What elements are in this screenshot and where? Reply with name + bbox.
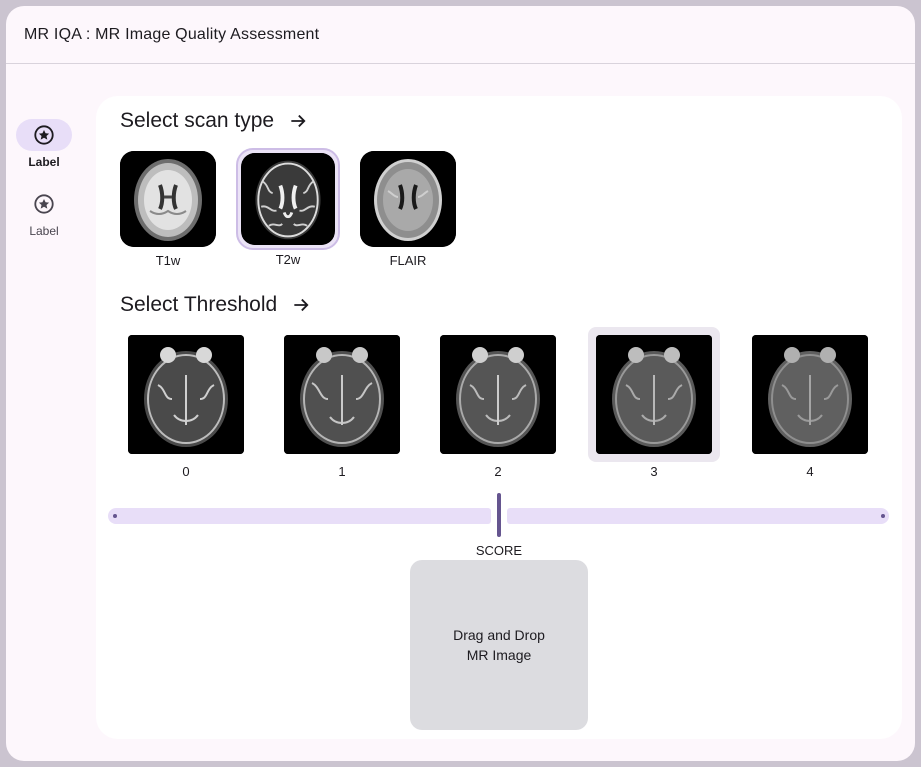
app-window: MR IQA : MR Image Quality Assessment Lab… bbox=[6, 6, 915, 761]
rail-item-1-indicator bbox=[16, 119, 72, 151]
navigation-rail: Label Label bbox=[6, 64, 92, 761]
threshold-option-3-label: 3 bbox=[650, 464, 658, 479]
scan-option-t1w-label: T1w bbox=[155, 253, 181, 268]
scan-option-flair-label: FLAIR bbox=[389, 253, 427, 268]
threshold-option-4-label: 4 bbox=[806, 464, 814, 479]
threshold-0-image bbox=[128, 335, 244, 454]
flair-brain-image bbox=[360, 151, 456, 247]
rail-item-2-indicator bbox=[16, 188, 72, 220]
threshold-2-image bbox=[440, 335, 556, 454]
threshold-option-3[interactable]: 3 bbox=[596, 335, 712, 485]
score-slider-end-dot bbox=[881, 514, 885, 518]
threshold-option-2-label: 2 bbox=[494, 464, 502, 479]
scan-type-heading-text: Select scan type bbox=[120, 109, 275, 132]
rail-item-2[interactable]: Label bbox=[16, 188, 72, 238]
threshold-option-1-label: 1 bbox=[338, 464, 346, 479]
scan-option-t2w-label: T2w bbox=[275, 252, 301, 267]
top-app-bar: MR IQA : MR Image Quality Assessment bbox=[6, 6, 915, 64]
scan-option-t2w[interactable]: T2w bbox=[236, 148, 340, 267]
threshold-option-4[interactable]: 4 bbox=[752, 335, 868, 485]
threshold-option-0-label: 0 bbox=[182, 464, 190, 479]
rail-item-1[interactable]: Label bbox=[16, 119, 72, 169]
threshold-option-1[interactable]: 1 bbox=[284, 335, 400, 485]
scan-type-heading: Select scan type bbox=[120, 109, 308, 133]
main-panel: Select scan type T1w bbox=[96, 96, 902, 739]
threshold-heading-text: Select Threshold bbox=[120, 293, 278, 316]
scan-option-flair[interactable]: FLAIR bbox=[360, 151, 456, 276]
score-slider-active-track[interactable] bbox=[108, 508, 491, 524]
app-title: MR IQA : MR Image Quality Assessment bbox=[24, 26, 320, 43]
star-circle-icon bbox=[34, 125, 54, 145]
threshold-heading: Select Threshold bbox=[120, 293, 311, 317]
rail-item-1-label: Label bbox=[28, 155, 60, 169]
threshold-3-image bbox=[596, 335, 712, 454]
dropzone-line-1: Drag and Drop bbox=[453, 627, 545, 643]
score-slider-inactive-track[interactable] bbox=[507, 508, 889, 524]
arrow-right-icon[interactable] bbox=[291, 295, 311, 315]
star-circle-icon bbox=[34, 194, 54, 214]
threshold-4-image bbox=[752, 335, 868, 454]
scan-option-t1w[interactable]: T1w bbox=[120, 151, 216, 276]
threshold-option-2[interactable]: 2 bbox=[440, 335, 556, 485]
image-dropzone[interactable]: Drag and Drop MR Image bbox=[410, 560, 588, 730]
score-label: SCORE bbox=[475, 543, 523, 558]
threshold-1-image bbox=[284, 335, 400, 454]
dropzone-line-2: MR Image bbox=[466, 647, 532, 663]
rail-item-2-label: Label bbox=[29, 224, 59, 238]
t2w-brain-image bbox=[241, 153, 335, 245]
arrow-right-icon[interactable] bbox=[288, 111, 308, 131]
score-slider-handle[interactable] bbox=[497, 493, 501, 537]
score-slider-start-dot bbox=[113, 514, 117, 518]
t1w-brain-image bbox=[120, 151, 216, 247]
threshold-option-0[interactable]: 0 bbox=[128, 335, 244, 485]
